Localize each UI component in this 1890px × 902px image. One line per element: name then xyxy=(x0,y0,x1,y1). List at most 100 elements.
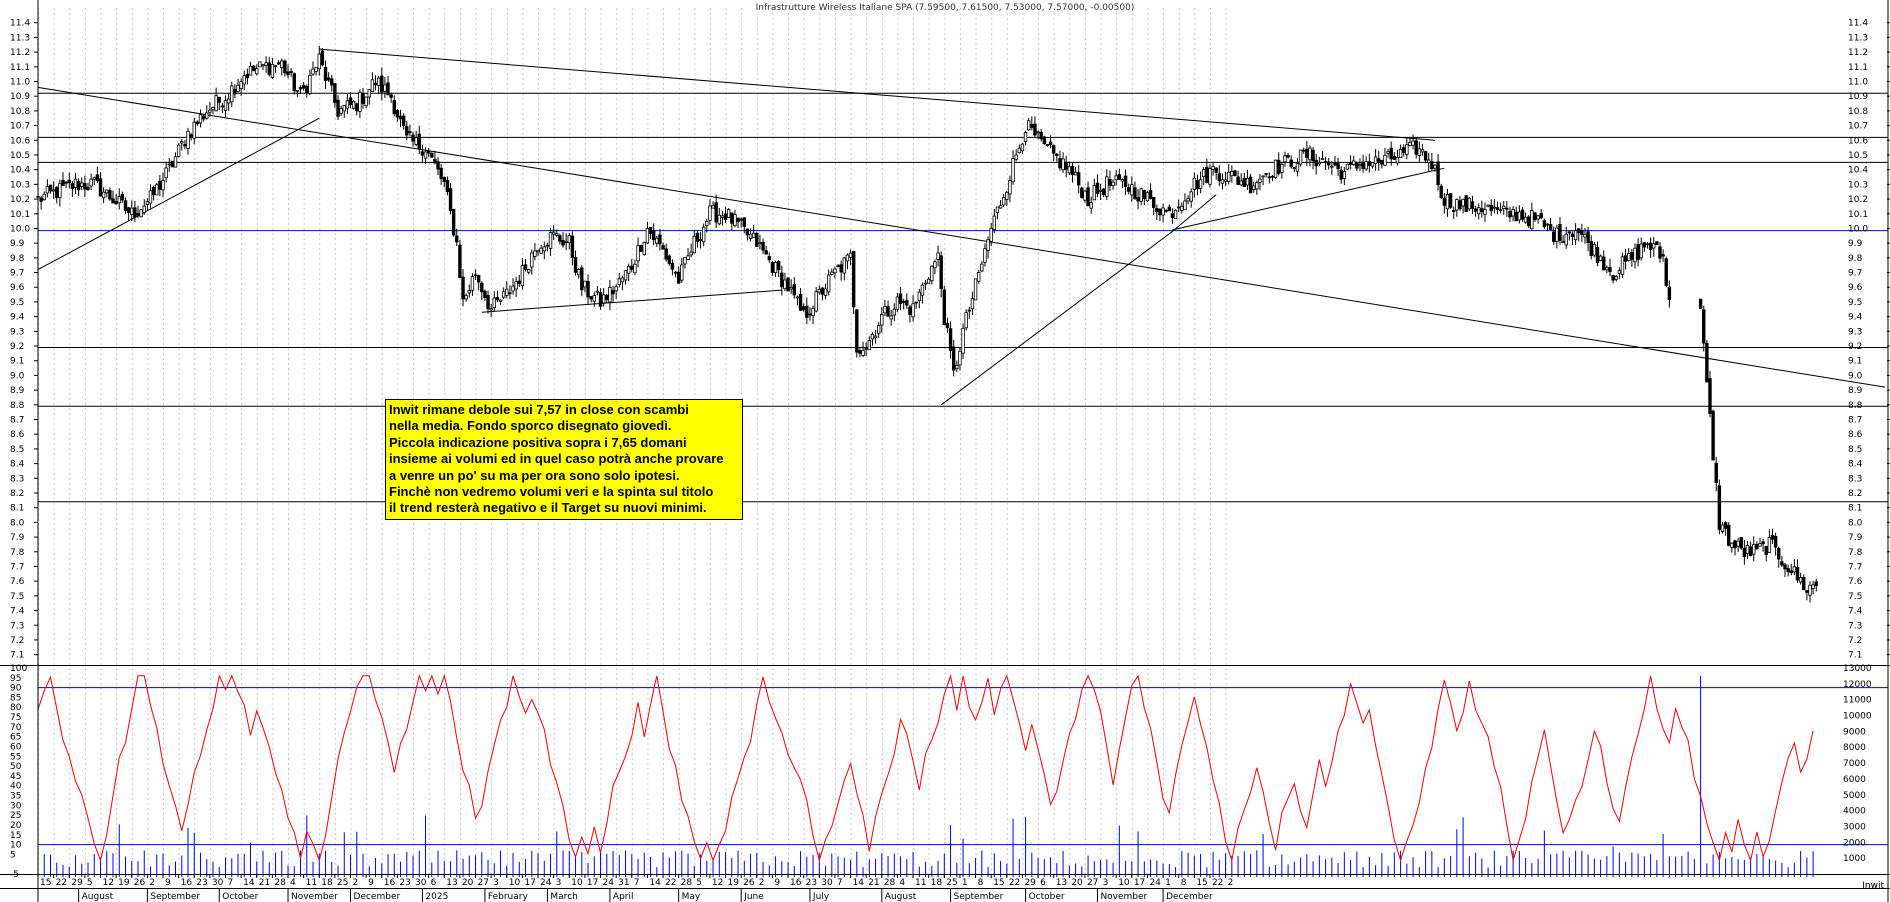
candle-body xyxy=(1611,274,1615,281)
candle-body xyxy=(1051,145,1056,154)
price-tick-right: 10.7 xyxy=(1848,122,1868,132)
candle-body xyxy=(223,100,228,111)
price-tick-left: 7.8 xyxy=(10,548,25,558)
candle-body xyxy=(1186,198,1190,202)
candle-body xyxy=(1380,159,1384,165)
volume-tick: 6000 xyxy=(1843,775,1866,785)
day-label: 21 xyxy=(868,878,879,888)
price-tick-right: 10.0 xyxy=(1848,224,1868,234)
candle-body xyxy=(855,309,859,353)
price-tick-left: 11.3 xyxy=(10,33,30,43)
candle-body xyxy=(861,350,865,356)
candle-body xyxy=(1377,158,1381,163)
candle-body xyxy=(1420,149,1425,153)
candle-body xyxy=(108,190,112,200)
candle-body xyxy=(611,290,615,295)
candle-body xyxy=(1480,208,1484,212)
candle-body xyxy=(905,300,909,306)
candle-body xyxy=(220,105,225,108)
price-tick-right: 9.4 xyxy=(1848,313,1863,323)
price-tick-right: 7.1 xyxy=(1848,651,1862,661)
volume-tick: 8000 xyxy=(1843,743,1866,753)
candle-body xyxy=(1486,204,1490,207)
candle-body xyxy=(1048,141,1053,146)
price-tick-right: 10.1 xyxy=(1848,210,1868,220)
price-tick-left: 11.2 xyxy=(10,48,30,58)
price-tick-left: 7.1 xyxy=(10,651,24,661)
candle-body xyxy=(148,190,153,204)
osc-tick: 60 xyxy=(10,742,22,752)
day-label: 11 xyxy=(915,878,926,888)
candle-body xyxy=(536,249,540,253)
candle-body xyxy=(1286,155,1290,158)
candle-body xyxy=(1614,276,1618,280)
candle-body xyxy=(530,252,534,268)
candle-body xyxy=(248,65,253,76)
price-tick-right: 8.9 xyxy=(1848,386,1863,396)
candle-body xyxy=(1086,187,1090,207)
price-tick-right: 7.5 xyxy=(1848,592,1862,602)
osc-tick: 85 xyxy=(10,693,21,703)
candle-body xyxy=(1698,298,1703,309)
candle-body xyxy=(926,278,931,284)
candle-body xyxy=(630,265,634,270)
candle-body xyxy=(1264,173,1268,175)
price-tick-right: 9.2 xyxy=(1848,342,1862,352)
candle-body xyxy=(1436,161,1440,186)
month-label: December xyxy=(1166,892,1213,902)
candle-body xyxy=(1652,243,1656,249)
candle-body xyxy=(1227,171,1231,182)
candle-body xyxy=(1442,197,1447,206)
day-label: 30 xyxy=(415,878,427,888)
candle-body xyxy=(1305,148,1309,158)
candle-body xyxy=(1230,170,1234,177)
candle-body xyxy=(845,254,850,262)
candle-body xyxy=(658,234,662,245)
candle-body xyxy=(1161,207,1165,216)
candle-body xyxy=(1042,136,1047,145)
candle-body xyxy=(198,114,203,124)
candle-body xyxy=(1433,165,1437,169)
day-label: 26 xyxy=(743,878,755,888)
candle-body xyxy=(1402,147,1406,153)
candle-body xyxy=(1642,242,1647,248)
candle-body xyxy=(1164,209,1168,212)
candle-body xyxy=(283,60,287,74)
candle-body xyxy=(508,292,512,295)
candle-body xyxy=(1261,175,1265,178)
osc-tick: 100 xyxy=(10,664,27,674)
candle-body xyxy=(773,261,778,274)
price-tick-right: 11.2 xyxy=(1848,48,1868,58)
candle-body xyxy=(1448,193,1453,208)
candle-body xyxy=(1795,567,1800,581)
candle-body xyxy=(1727,524,1731,546)
candle-body xyxy=(667,255,671,264)
price-tick-left: 7.2 xyxy=(10,636,24,646)
candle-body xyxy=(573,256,578,273)
candle-body xyxy=(911,303,915,318)
candle-body xyxy=(1702,309,1706,344)
candle-body xyxy=(205,112,209,119)
osc-tick: 75 xyxy=(10,713,21,723)
candle-body xyxy=(86,186,90,190)
candle-body xyxy=(1798,577,1803,583)
candle-body xyxy=(1527,216,1531,227)
candle-body xyxy=(1452,210,1456,212)
candle-body xyxy=(1467,197,1472,210)
candle-body xyxy=(1080,187,1084,198)
candle-body xyxy=(1298,149,1303,165)
day-label: 4 xyxy=(290,878,296,888)
day-label: 8 xyxy=(1181,878,1187,888)
corner-label: Inwit xyxy=(1862,881,1884,891)
candle-body xyxy=(133,207,137,218)
candle-body xyxy=(1152,196,1156,208)
candle-body xyxy=(1767,537,1772,553)
day-label: 8 xyxy=(978,878,984,888)
day-label: 14 xyxy=(243,878,255,888)
candle-body xyxy=(136,213,140,216)
candle-body xyxy=(1302,149,1306,152)
candle-body xyxy=(1183,200,1187,211)
candle-body xyxy=(445,179,450,193)
candle-body xyxy=(464,295,468,300)
candle-body xyxy=(864,347,868,350)
